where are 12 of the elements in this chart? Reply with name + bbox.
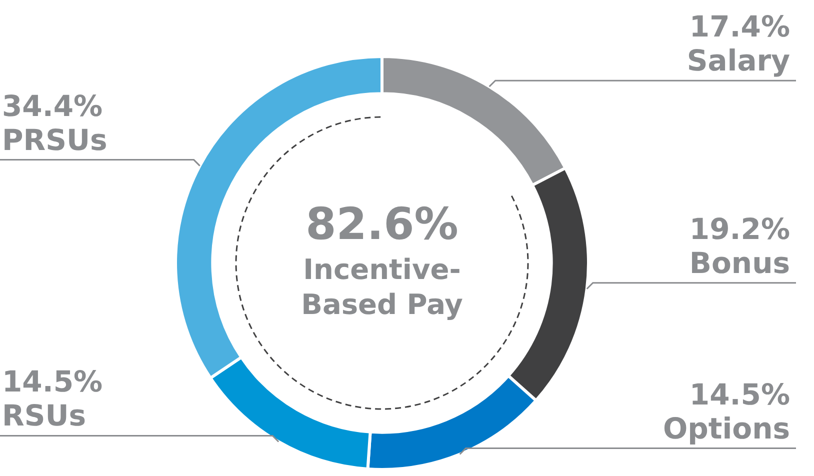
text: 82.6%: [306, 199, 458, 250]
slice-label: Salary: [686, 44, 790, 78]
data-label: 14.5%: [689, 377, 790, 412]
data-label: 14.5%: [2, 364, 103, 399]
data-label: 34.4%: [2, 88, 103, 123]
slice-label: Options: [662, 411, 790, 446]
text: Incentive-Based Pay: [301, 253, 463, 321]
slice-label: PRSUs: [2, 122, 108, 157]
slice-label: RSUs: [2, 398, 86, 433]
slice-label: Bonus: [689, 246, 790, 280]
data-label: 19.2%: [689, 212, 790, 246]
data-label: 17.4%: [689, 10, 790, 44]
